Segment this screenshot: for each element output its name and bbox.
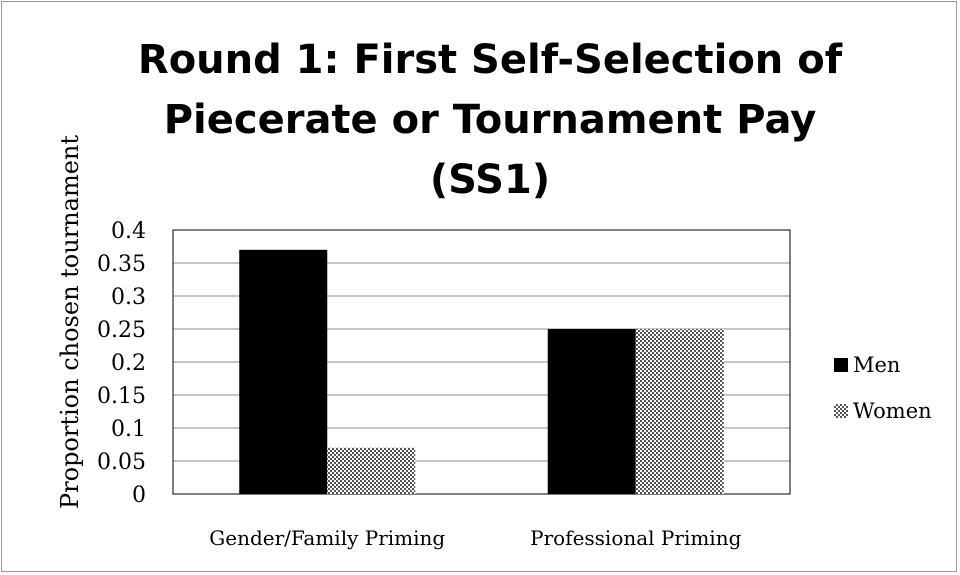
y-tick-label: 0.3 xyxy=(111,285,146,310)
y-tick-label: 0.15 xyxy=(97,384,146,409)
y-tick-labels: 0 0.05 0.1 0.15 0.2 0.25 0.3 0.35 0.4 xyxy=(97,219,146,508)
y-tick-label: 0.25 xyxy=(97,318,146,343)
bar-men xyxy=(239,249,328,494)
chart-title-line-3: (SS1) xyxy=(429,157,551,203)
bar-women xyxy=(327,447,416,494)
legend: Men Women xyxy=(834,353,932,423)
legend-swatch-men xyxy=(834,358,848,372)
y-tick-label: 0.4 xyxy=(111,219,146,244)
plot-area xyxy=(172,229,791,495)
chart-title: Round 1: First Self-Selection of Piecera… xyxy=(0,30,960,210)
legend-swatch-women xyxy=(834,404,848,418)
y-tick-label: 0.05 xyxy=(97,450,146,475)
legend-label-men: Men xyxy=(853,353,900,377)
legend-label-women: Women xyxy=(853,399,932,423)
bars xyxy=(239,249,724,494)
y-axis-label: Proportion chosen tournament xyxy=(56,135,84,509)
chart-title-line-1: Round 1: First Self-Selection of xyxy=(137,37,843,83)
bar-men xyxy=(547,329,636,494)
bar-women xyxy=(635,329,724,494)
chart-title-line-2: Piecerate or Tournament Pay xyxy=(163,97,817,143)
category-labels: Gender/Family Priming Professional Primin… xyxy=(209,526,741,550)
y-tick-label: 0.35 xyxy=(97,252,146,277)
y-tick-label: 0.1 xyxy=(111,417,146,442)
category-label: Professional Priming xyxy=(530,526,741,550)
y-tick-label: 0 xyxy=(132,483,146,508)
y-tick-label: 0.2 xyxy=(111,351,146,376)
category-label: Gender/Family Priming xyxy=(209,526,445,550)
